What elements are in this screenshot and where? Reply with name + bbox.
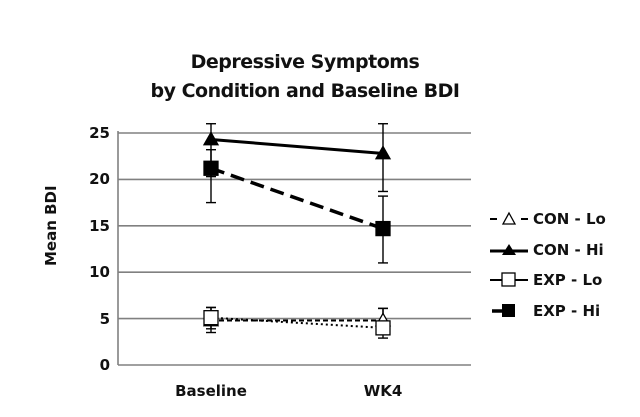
y-tick-15: 15 xyxy=(89,217,110,235)
legend-label: EXP - Lo xyxy=(533,271,603,290)
y-tick-5: 5 xyxy=(99,310,110,328)
legend-item-con-hi: CON - Hi xyxy=(488,235,606,266)
data-point-marker xyxy=(202,131,220,146)
y-tick-0: 0 xyxy=(99,356,110,374)
legend-item-exp-hi: EXP - Hi xyxy=(488,296,606,327)
chart-title-line-2: by Condition and Baseline BDI xyxy=(150,80,460,102)
data-point-marker xyxy=(374,145,392,160)
filled-triangle-solid-icon xyxy=(490,243,528,255)
legend-label: EXP - Hi xyxy=(533,301,601,320)
data-point-marker xyxy=(203,310,219,326)
legend-item-con-lo: CON - Lo xyxy=(488,204,606,235)
chart-title: Depressive Symptoms by Condition and Bas… xyxy=(0,48,610,106)
legend-label: CON - Hi xyxy=(533,240,604,259)
chart-title-line-1: Depressive Symptoms xyxy=(190,51,420,73)
data-point-marker xyxy=(203,160,219,176)
data-point-marker xyxy=(375,320,391,336)
y-tick-25: 25 xyxy=(89,124,110,142)
legend-item-exp-lo: EXP - Lo xyxy=(488,265,606,296)
y-tick-10: 10 xyxy=(89,263,110,281)
open-triangle-dashed-icon xyxy=(490,211,528,225)
open-square-icon xyxy=(490,272,528,287)
x-tick-wk4: WK4 xyxy=(363,382,403,400)
x-tick-baseline: Baseline xyxy=(175,382,247,400)
legend-label: CON - Lo xyxy=(533,210,606,229)
y-tick-20: 20 xyxy=(89,170,110,188)
filled-square-dashed-icon xyxy=(492,303,515,317)
series-line xyxy=(210,316,384,329)
series-line xyxy=(210,138,384,155)
data-point-marker xyxy=(375,220,391,237)
legend: CON - Lo CON - Hi EXP - Lo EXP - Hi xyxy=(488,204,606,326)
series-line xyxy=(210,166,384,231)
